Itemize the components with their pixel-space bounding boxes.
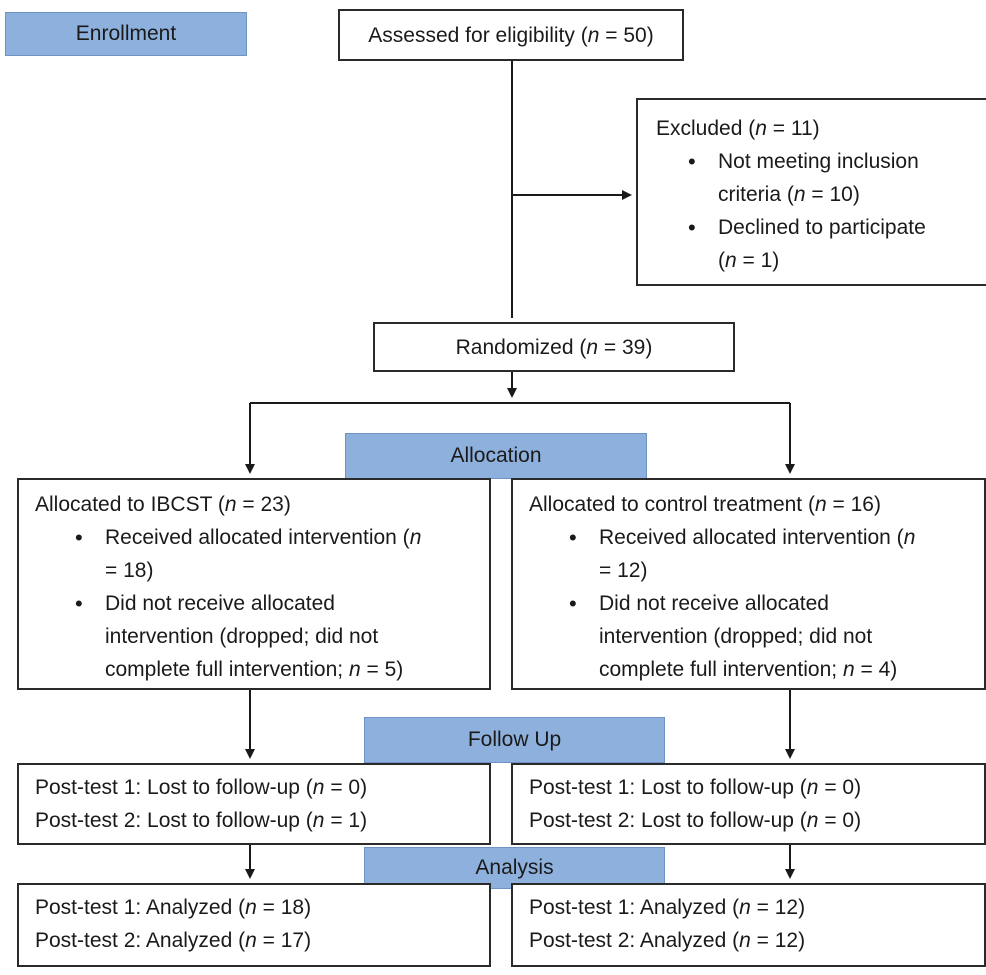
right-not-received-item: Did not receive allocated intervention (… [561,587,980,686]
right-analysis-post-test-2: Post-test 2: Analyzed (n = 12) [529,929,806,952]
assessed-box: Assessed for eligibility (n = 50) [338,9,684,61]
right-followup-box: Post-test 1: Lost to follow-up (n = 0) P… [511,763,986,845]
left-analysis-post-test-2: Post-test 2: Analyzed (n = 17) [35,929,312,952]
randomized-text: Randomized (n = 39) [455,335,653,359]
left-followup-box: Post-test 1: Lost to follow-up (n = 0) P… [17,763,491,845]
right-allocation-details: Received allocated intervention (n = 12)… [529,521,980,686]
right-analysis-box: Post-test 1: Analyzed (n = 12) Post-test… [511,883,986,967]
excluded-reasons: Not meeting inclusion criteria (n = 10) … [656,145,982,277]
left-allocation-box: Allocated to IBCST (n = 23) Received all… [17,478,491,690]
assessed-text: Assessed for eligibility (n = 50) [368,23,654,47]
right-received-item: Received allocated intervention (n = 12) [561,521,980,587]
left-analysis-post-test-1: Post-test 1: Analyzed (n = 18) [35,896,312,919]
enrollment-label: Enrollment [5,12,247,56]
randomized-box: Randomized (n = 39) [373,322,735,372]
excluded-box: Excluded (n = 11) Not meeting inclusion … [636,98,986,286]
left-followup-post-test-1: Post-test 1: Lost to follow-up (n = 0) [35,776,368,799]
right-allocation-box: Allocated to control treatment (n = 16) … [511,478,986,690]
left-analysis-box: Post-test 1: Analyzed (n = 18) Post-test… [17,883,491,967]
right-followup-post-test-2: Post-test 2: Lost to follow-up (n = 0) [529,809,862,832]
left-allocation-title: Allocated to IBCST (n = 23) [35,493,291,516]
right-allocation-title: Allocated to control treatment (n = 16) [529,493,881,516]
excluded-reason-declined: Declined to participate (n = 1) [680,211,982,277]
left-allocation-details: Received allocated intervention (n = 18)… [35,521,485,686]
left-followup-post-test-2: Post-test 2: Lost to follow-up (n = 1) [35,809,368,832]
left-not-received-item: Did not receive allocated intervention (… [67,587,485,686]
excluded-reason-inclusion: Not meeting inclusion criteria (n = 10) [680,145,982,211]
excluded-title: Excluded (n = 11) [656,117,820,140]
right-analysis-post-test-1: Post-test 1: Analyzed (n = 12) [529,896,806,919]
allocation-label: Allocation [345,433,647,479]
follow-up-label: Follow Up [364,717,665,763]
left-received-item: Received allocated intervention (n = 18) [67,521,485,587]
right-followup-post-test-1: Post-test 1: Lost to follow-up (n = 0) [529,776,862,799]
